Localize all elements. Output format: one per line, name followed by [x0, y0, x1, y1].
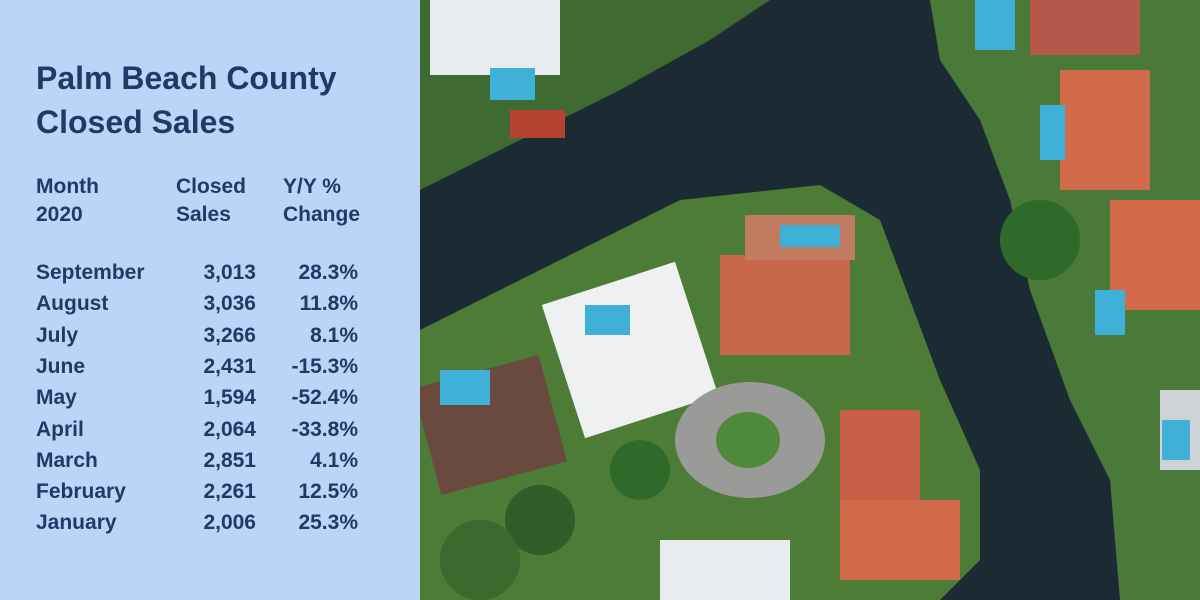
sales-cell: 1,594: [203, 386, 256, 410]
column-header: Y/Y %: [283, 175, 341, 198]
column-header: Month: [36, 175, 99, 198]
sales-cell: 3,036: [203, 292, 256, 316]
change-cell: 11.8%: [299, 292, 358, 316]
column-header: 2020: [36, 203, 83, 226]
title-line: Closed Sales: [36, 104, 236, 140]
change-cell: 28.3%: [298, 261, 358, 284]
sales-cell: 2,261: [203, 480, 256, 504]
change-cell: -33.8%: [291, 417, 358, 441]
month-cell: May: [36, 386, 77, 410]
change-cell: 25.3%: [298, 511, 358, 535]
change-cell: 4.1%: [310, 448, 358, 472]
month-cell: February: [36, 480, 126, 504]
change-cell: -52.4%: [291, 386, 358, 410]
change-cell: 12.5%: [298, 480, 358, 504]
sales-cell: 2,006: [203, 511, 256, 535]
month-cell: March: [36, 448, 98, 472]
title-line: Palm Beach County: [36, 60, 337, 96]
month-cell: July: [36, 323, 79, 347]
change-cell: 8.1%: [310, 323, 358, 347]
column-header: Closed: [176, 175, 247, 198]
change-cell: -15.3%: [291, 354, 358, 378]
month-cell: June: [36, 354, 86, 378]
month-cell: April: [36, 417, 84, 441]
sales-cell: 3,013: [203, 261, 256, 284]
sales-cell: 2,064: [203, 417, 256, 441]
aerial-photo: [420, 0, 1200, 600]
sales-cell: 2,851: [203, 448, 256, 472]
info-panel: Palm Beach County Closed Sales Month 2020…: [0, 0, 420, 600]
month-cell: August: [36, 292, 109, 316]
sales-cell: 2,431: [203, 354, 256, 378]
column-header: Change: [283, 203, 361, 226]
column-header: Sales: [176, 203, 231, 226]
month-cell: January: [36, 511, 117, 535]
month-cell: September: [36, 261, 145, 284]
sales-cell: 3,266: [203, 323, 256, 347]
